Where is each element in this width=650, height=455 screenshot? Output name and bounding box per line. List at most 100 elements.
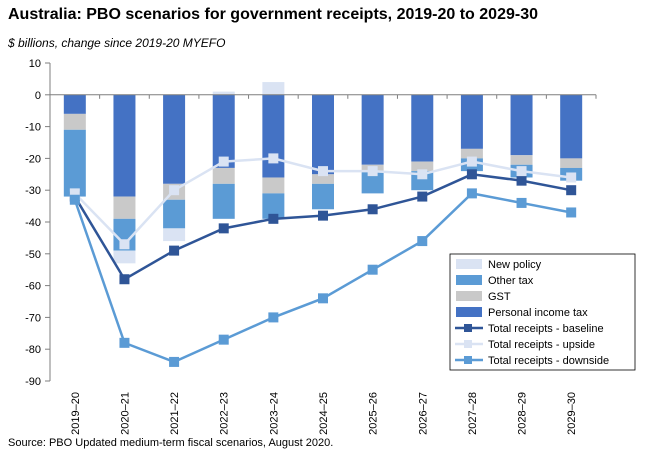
point-total-receipts-upside — [367, 166, 378, 177]
point-total-receipts-upside — [119, 239, 130, 250]
bar-personal-income-tax — [212, 94, 235, 168]
y-tick-label: -70 — [25, 312, 41, 324]
y-tick-label: -20 — [25, 153, 41, 165]
bar-personal-income-tax — [113, 94, 136, 197]
bar-gst — [411, 161, 434, 172]
legend-swatch-new-policy — [456, 259, 482, 269]
bar-gst — [113, 196, 136, 219]
bar-other-tax — [212, 183, 235, 219]
y-tick-label: -30 — [25, 185, 41, 197]
chart-subtitle: $ billions, change since 2019-20 MYEFO — [8, 36, 226, 50]
point-total-receipts-downside — [516, 197, 527, 208]
point-total-receipts-baseline — [268, 213, 279, 224]
point-total-receipts-upside — [69, 188, 80, 199]
source-note: Source: PBO Updated medium-term fiscal s… — [8, 437, 334, 449]
bar-gst — [560, 158, 583, 168]
bar-personal-income-tax — [163, 94, 186, 184]
bar-other-tax — [113, 218, 136, 251]
bar-other-tax — [262, 193, 285, 219]
point-total-receipts-upside — [268, 153, 279, 164]
point-total-receipts-baseline — [218, 223, 229, 234]
bar-other-tax — [411, 171, 434, 191]
point-total-receipts-downside — [268, 312, 279, 323]
point-total-receipts-baseline — [318, 210, 328, 221]
legend-label-total-receipts-baseline: Total receipts - baseline — [488, 323, 604, 335]
bar-personal-income-tax — [560, 94, 583, 159]
point-total-receipts-upside — [566, 172, 577, 183]
y-tick-label: 0 — [35, 90, 41, 102]
x-tick-label: 2024–25 — [318, 392, 330, 435]
bar-gst — [510, 155, 533, 165]
point-total-receipts-downside — [69, 194, 80, 205]
bar-other-tax — [63, 129, 86, 197]
y-tick-label: -80 — [25, 344, 41, 356]
bar-gst — [312, 174, 334, 184]
legend-swatch-personal-income-tax — [456, 307, 482, 317]
point-total-receipts-downside — [367, 264, 378, 275]
legend-label-total-receipts-upside: Total receipts - upside — [488, 339, 595, 351]
bar-personal-income-tax — [63, 94, 86, 114]
point-total-receipts-upside — [169, 185, 180, 196]
bar-personal-income-tax — [262, 94, 285, 178]
bar-personal-income-tax — [460, 94, 483, 149]
bar-gst — [212, 167, 235, 184]
bar-gst — [63, 113, 86, 130]
bar-personal-income-tax — [312, 94, 334, 175]
x-tick-label: 2021–22 — [169, 392, 181, 435]
x-tick-label: 2027–28 — [467, 392, 479, 435]
point-total-receipts-upside — [318, 166, 328, 177]
legend-label-other-tax: Other tax — [488, 275, 534, 287]
point-total-receipts-downside — [169, 356, 180, 367]
x-tick-label: 2029–30 — [566, 392, 578, 435]
point-total-receipts-downside — [566, 207, 577, 218]
x-tick-label: 2025–26 — [368, 392, 380, 435]
legend-label-personal-income-tax: Personal income tax — [488, 307, 588, 319]
legend-swatch-gst — [456, 291, 482, 301]
legend-swatch-other-tax — [456, 275, 482, 285]
bar-gst — [460, 148, 483, 159]
point-total-receipts-upside — [516, 166, 527, 177]
bar-new-policy — [212, 91, 235, 95]
bar-new-policy — [262, 82, 285, 95]
point-total-receipts-downside — [466, 188, 477, 199]
chart-title: Australia: PBO scenarios for government … — [8, 6, 538, 23]
bar-new-policy — [163, 228, 186, 242]
point-total-receipts-baseline — [516, 175, 527, 186]
point-total-receipts-baseline — [417, 191, 428, 202]
point-total-receipts-baseline — [466, 169, 477, 180]
x-tick-label: 2020–21 — [119, 392, 131, 435]
bar-other-tax — [361, 171, 384, 194]
y-tick-label: -40 — [25, 217, 41, 229]
point-total-receipts-downside — [417, 236, 428, 247]
y-tick-label: -50 — [25, 249, 41, 261]
point-total-receipts-upside — [218, 156, 229, 167]
point-total-receipts-baseline — [169, 245, 180, 256]
point-total-receipts-downside — [218, 334, 229, 345]
legend-label-new-policy: New policy — [488, 259, 542, 271]
bar-personal-income-tax — [411, 94, 434, 162]
point-total-receipts-downside — [119, 337, 130, 348]
point-total-receipts-baseline — [367, 204, 378, 215]
point-total-receipts-downside — [318, 293, 328, 304]
x-tick-label: 2022–23 — [219, 392, 231, 435]
legend-marker-total-receipts-upside — [464, 340, 472, 348]
x-tick-label: 2019–20 — [70, 392, 82, 435]
legend-marker-total-receipts-baseline — [464, 324, 472, 332]
y-tick-label: -10 — [25, 122, 41, 134]
point-total-receipts-baseline — [566, 185, 577, 196]
point-total-receipts-upside — [466, 156, 477, 167]
point-total-receipts-upside — [417, 169, 428, 180]
bar-personal-income-tax — [361, 94, 384, 165]
y-tick-label: -60 — [25, 281, 41, 293]
legend-label-total-receipts-downside: Total receipts - downside — [488, 355, 609, 367]
bar-other-tax — [312, 183, 334, 210]
bar-new-policy — [113, 250, 136, 264]
x-tick-label: 2028–29 — [517, 392, 529, 435]
x-tick-label: 2023–24 — [268, 392, 280, 435]
y-tick-label: 10 — [29, 58, 41, 70]
legend-label-gst: GST — [488, 291, 511, 303]
point-total-receipts-baseline — [119, 274, 130, 285]
bar-personal-income-tax — [510, 94, 533, 156]
bar-other-tax — [163, 199, 186, 229]
